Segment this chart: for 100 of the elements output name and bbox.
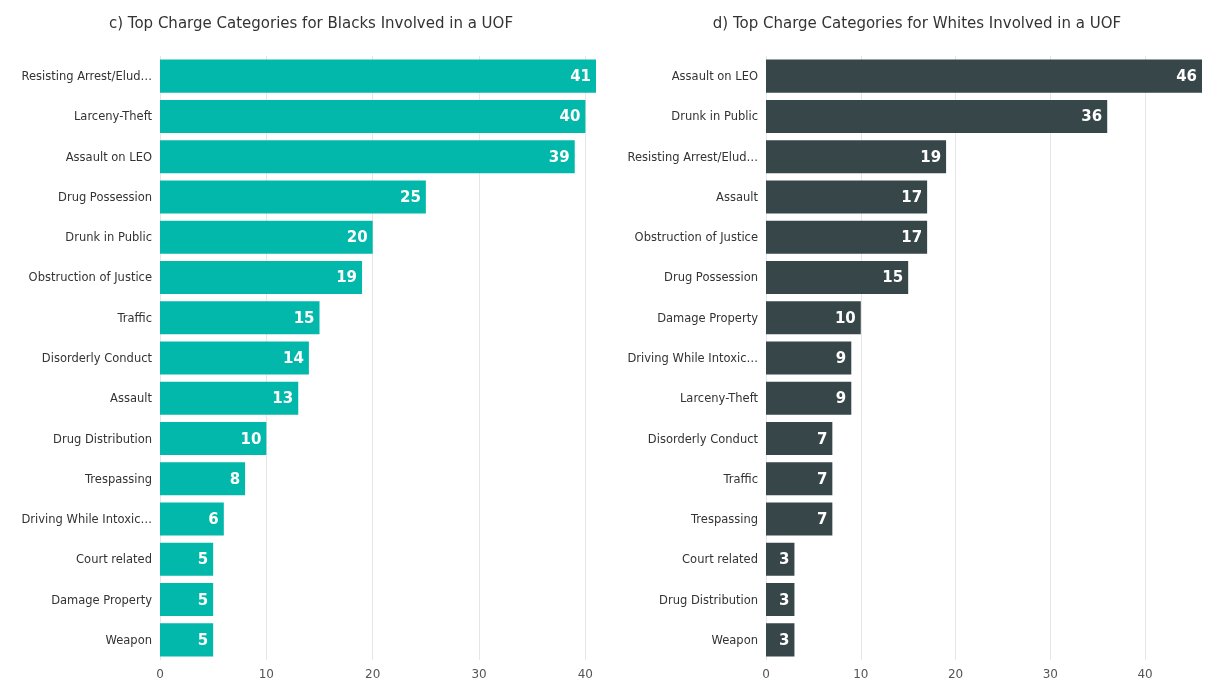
bar <box>160 59 596 93</box>
y-tick-label: Weapon <box>105 632 152 647</box>
y-tick-label: Court related <box>682 552 758 567</box>
bar <box>160 502 224 536</box>
bar <box>766 180 928 214</box>
y-tick-label: Traffic <box>116 310 152 325</box>
data-label: 36 <box>1081 107 1103 126</box>
y-tick-label: Weapon <box>711 632 758 647</box>
bar <box>766 502 833 536</box>
y-tick-label: Drug Distribution <box>659 592 758 607</box>
chart-title: c) Top Charge Categories for Blacks Involved in a UOF <box>108 13 514 32</box>
data-label: 14 <box>283 349 304 367</box>
y-tick-label: Driving While Intoxic… <box>627 351 758 365</box>
bar <box>766 422 833 456</box>
data-label: 9 <box>835 389 847 408</box>
bar <box>160 99 586 133</box>
bar <box>160 220 373 254</box>
chart-title: d) Top Charge Categories for Whites Involved in a UOF <box>712 13 1122 32</box>
data-label: 17 <box>901 228 923 247</box>
data-label: 15 <box>882 268 904 287</box>
y-tick-label: Assault <box>110 391 153 406</box>
data-label: 10 <box>834 308 856 327</box>
data-label: 19 <box>336 268 358 287</box>
y-tick-label: Traffic <box>722 471 758 486</box>
y-tick-label: Drunk in Public <box>671 109 758 124</box>
bar <box>766 381 852 415</box>
data-label: 7 <box>816 429 828 448</box>
x-tick-label: 30 <box>471 667 487 681</box>
x-tick-label: 30 <box>1042 667 1058 681</box>
bar <box>766 220 928 254</box>
bar <box>160 462 246 496</box>
y-tick-label: Damage Property <box>657 310 759 325</box>
y-tick-label: Driving While Intoxic… <box>21 512 152 527</box>
bar <box>160 301 320 335</box>
bar <box>766 542 795 576</box>
data-label: 19 <box>920 147 942 166</box>
data-label: 41 <box>570 67 591 86</box>
bar <box>160 623 214 657</box>
data-label: 7 <box>816 510 828 529</box>
data-label: 6 <box>208 510 219 529</box>
x-tick-label: 10 <box>258 667 274 681</box>
data-label: 3 <box>779 630 790 649</box>
y-tick-label: Damage Property <box>51 592 153 607</box>
bar <box>766 462 833 496</box>
y-tick-label: Trespassing <box>84 471 152 486</box>
y-tick-label: Drug Distribution <box>53 431 152 446</box>
data-label: 5 <box>197 590 209 609</box>
data-label: 13 <box>272 389 294 408</box>
bar <box>766 59 1202 93</box>
bar <box>160 140 575 174</box>
x-tick-label: 40 <box>1137 667 1153 681</box>
y-tick-label: Assault on LEO <box>671 69 758 84</box>
y-tick-label: Trespassing <box>690 512 758 527</box>
x-tick-label: 20 <box>365 667 381 681</box>
y-tick-label: Assault on LEO <box>65 149 152 164</box>
x-tick-label: 20 <box>947 667 964 681</box>
data-label: 39 <box>548 147 570 166</box>
bar <box>766 301 861 335</box>
bar <box>160 260 363 294</box>
data-label: 15 <box>293 308 315 327</box>
bar <box>160 583 214 617</box>
data-label: 3 <box>779 550 790 569</box>
bar <box>160 381 299 415</box>
data-label: 5 <box>197 550 209 569</box>
data-label: 10 <box>240 429 262 448</box>
x-tick-label: 0 <box>762 667 770 681</box>
bar <box>160 542 214 576</box>
data-label: 9 <box>835 349 847 367</box>
data-label: 46 <box>1176 67 1197 86</box>
y-tick-label: Resisting Arrest/Elud… <box>627 149 758 164</box>
bar <box>160 341 309 375</box>
bar <box>766 99 1108 133</box>
y-tick-label: Larceny-Theft <box>679 391 759 406</box>
x-tick-label: 10 <box>853 667 869 681</box>
y-tick-label: Obstruction of Justice <box>634 230 758 245</box>
data-label: 3 <box>779 590 790 609</box>
bar <box>160 422 267 456</box>
y-tick-label: Court related <box>76 552 152 567</box>
x-tick-label: 0 <box>156 667 164 681</box>
bar <box>766 341 852 375</box>
y-tick-label: Drunk in Public <box>65 230 152 245</box>
data-label: 20 <box>346 228 368 247</box>
y-tick-label: Assault <box>716 189 759 204</box>
bar <box>766 140 947 174</box>
data-label: 5 <box>197 630 209 649</box>
y-tick-label: Drug Possession <box>58 189 152 204</box>
data-label: 17 <box>901 187 923 206</box>
data-label: 25 <box>399 187 421 206</box>
y-tick-label: Disorderly Conduct <box>647 431 759 446</box>
bar <box>160 180 426 214</box>
y-tick-label: Larceny-Theft <box>73 109 153 124</box>
y-tick-label: Obstruction of Justice <box>28 270 152 285</box>
y-tick-label: Drug Possession <box>664 270 758 285</box>
bar <box>766 260 909 294</box>
data-label: 40 <box>559 107 581 126</box>
data-label: 7 <box>816 469 828 488</box>
x-tick-label: 40 <box>577 667 594 681</box>
bar <box>766 623 795 657</box>
y-tick-label: Resisting Arrest/Elud… <box>21 69 152 84</box>
data-label: 8 <box>229 469 241 488</box>
